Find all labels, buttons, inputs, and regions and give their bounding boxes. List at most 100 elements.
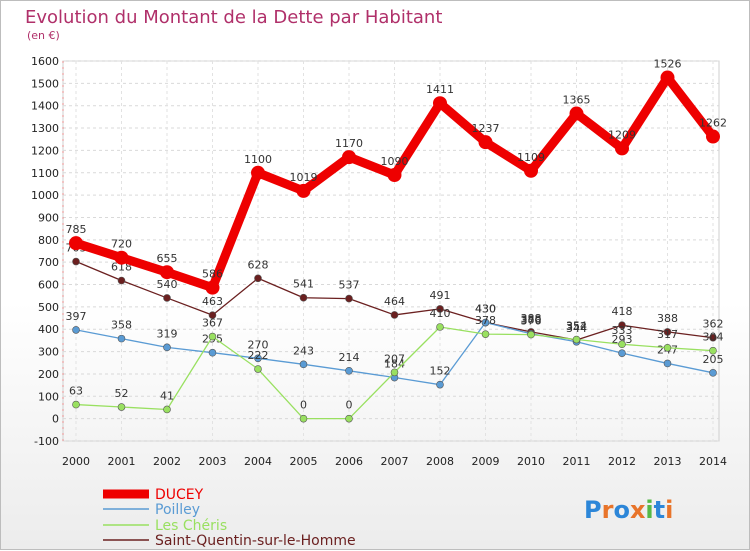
data-label: 362: [703, 318, 724, 331]
y-tick-label: -100: [34, 435, 59, 448]
data-label: 430: [475, 303, 496, 316]
data-point: [390, 311, 399, 319]
data-label: 1365: [563, 94, 591, 107]
x-tick-label: 2011: [563, 455, 591, 468]
series-les-ch-ris: 63 52 41 367 222 0 0 207 410 378 376 354 333 317 304: [69, 307, 724, 423]
chart-title: Evolution du Montant de la Dette par Hab…: [25, 7, 442, 28]
data-point: [481, 318, 490, 327]
data-point: [524, 163, 538, 178]
data-label: 354: [566, 320, 587, 333]
data-point: [663, 359, 672, 368]
data-label: 541: [293, 278, 314, 291]
data-label: 41: [160, 389, 174, 402]
data-point: [117, 276, 126, 285]
data-point: [254, 274, 262, 283]
y-tick-label: 100: [38, 390, 59, 403]
series-ducey: 785 720 655 586 1100 1019 1170 1090 1411 1237 1109…: [66, 58, 727, 295]
y-tick-label: 1400: [31, 100, 59, 113]
data-label: 152: [430, 365, 451, 378]
x-tick-label: 2009: [472, 455, 500, 468]
data-point: [481, 330, 490, 338]
data-point: [436, 380, 444, 389]
data-point: [618, 340, 626, 349]
data-label: 586: [202, 268, 223, 281]
data-label: 1109: [517, 151, 545, 164]
data-label: 304: [703, 331, 724, 344]
data-point: [163, 294, 171, 302]
data-label: 207: [384, 352, 405, 365]
data-point: [345, 294, 353, 303]
grid: [62, 60, 720, 442]
data-label: 430: [475, 303, 496, 316]
data-label: 1262: [699, 117, 727, 130]
data-point: [208, 348, 217, 357]
x-tick-label: 2008: [426, 455, 454, 468]
data-point: [299, 293, 308, 302]
data-label: 418: [612, 305, 633, 318]
brand-text: Proxiti: [584, 496, 673, 524]
proxiti-logo: Proxiti: [584, 496, 673, 524]
data-label: 463: [202, 295, 223, 308]
data-point: [436, 305, 444, 313]
data-point: [660, 70, 675, 85]
x-tick-label: 2012: [608, 455, 636, 468]
data-label: 1100: [244, 153, 272, 166]
data-point: [527, 330, 535, 339]
y-tick-label: 600: [38, 279, 59, 292]
data-label: 1526: [654, 58, 682, 71]
x-tick-label: 2006: [335, 455, 363, 468]
legend-label: Poilley: [155, 502, 200, 518]
y-tick-label: 900: [38, 211, 59, 224]
data-point: [709, 333, 717, 342]
data-label: 1019: [290, 171, 318, 184]
data-label: 410: [430, 307, 451, 320]
data-label: 352: [566, 320, 587, 333]
data-label: 537: [339, 279, 360, 292]
data-point: [663, 343, 672, 352]
y-tick-label: 0: [52, 413, 59, 426]
legend-label: Les Chéris: [155, 518, 227, 534]
series-group: 7036185404636285415374644914303883524183…: [66, 58, 727, 423]
data-label: 358: [111, 319, 132, 332]
x-tick-label: 2013: [654, 455, 682, 468]
data-point: [72, 400, 80, 409]
y-tick-label: 1200: [31, 144, 59, 157]
data-point: [72, 257, 80, 266]
x-tick-label: 2010: [517, 455, 545, 468]
data-label: 319: [157, 327, 178, 340]
y-tick-label: 1100: [31, 167, 59, 180]
data-label: 388: [521, 312, 542, 325]
data-label: 0: [346, 399, 353, 412]
data-label: 1170: [335, 137, 363, 150]
data-label: 270: [248, 338, 269, 351]
data-point: [163, 343, 171, 352]
data-point: [706, 129, 720, 144]
data-point: [436, 323, 444, 331]
data-label: 380: [521, 314, 542, 327]
data-label: 397: [66, 310, 87, 323]
series-poilley: 3973583192952702432141841524303803442932…: [66, 303, 724, 389]
data-point: [387, 168, 402, 182]
data-point: [160, 265, 174, 280]
data-label: 378: [475, 314, 496, 327]
y-tick-label: 700: [38, 256, 59, 269]
data-point: [69, 236, 83, 251]
data-point: [345, 367, 353, 375]
data-point: [569, 106, 584, 121]
data-point: [205, 280, 220, 295]
y-tick-label: 1600: [31, 55, 59, 68]
x-tick-label: 2003: [199, 455, 227, 468]
data-label: 243: [293, 344, 314, 357]
chart-subtitle: (en €): [27, 29, 60, 42]
data-label: 222: [248, 349, 269, 362]
x-tick-label: 2014: [699, 455, 727, 468]
data-label: 367: [202, 317, 223, 330]
y-tick-label: 800: [38, 234, 59, 247]
data-point: [390, 368, 399, 377]
data-label: 1090: [381, 155, 409, 168]
data-point: [163, 405, 171, 414]
data-point: [663, 328, 672, 336]
y-tick-label: 1300: [31, 122, 59, 135]
